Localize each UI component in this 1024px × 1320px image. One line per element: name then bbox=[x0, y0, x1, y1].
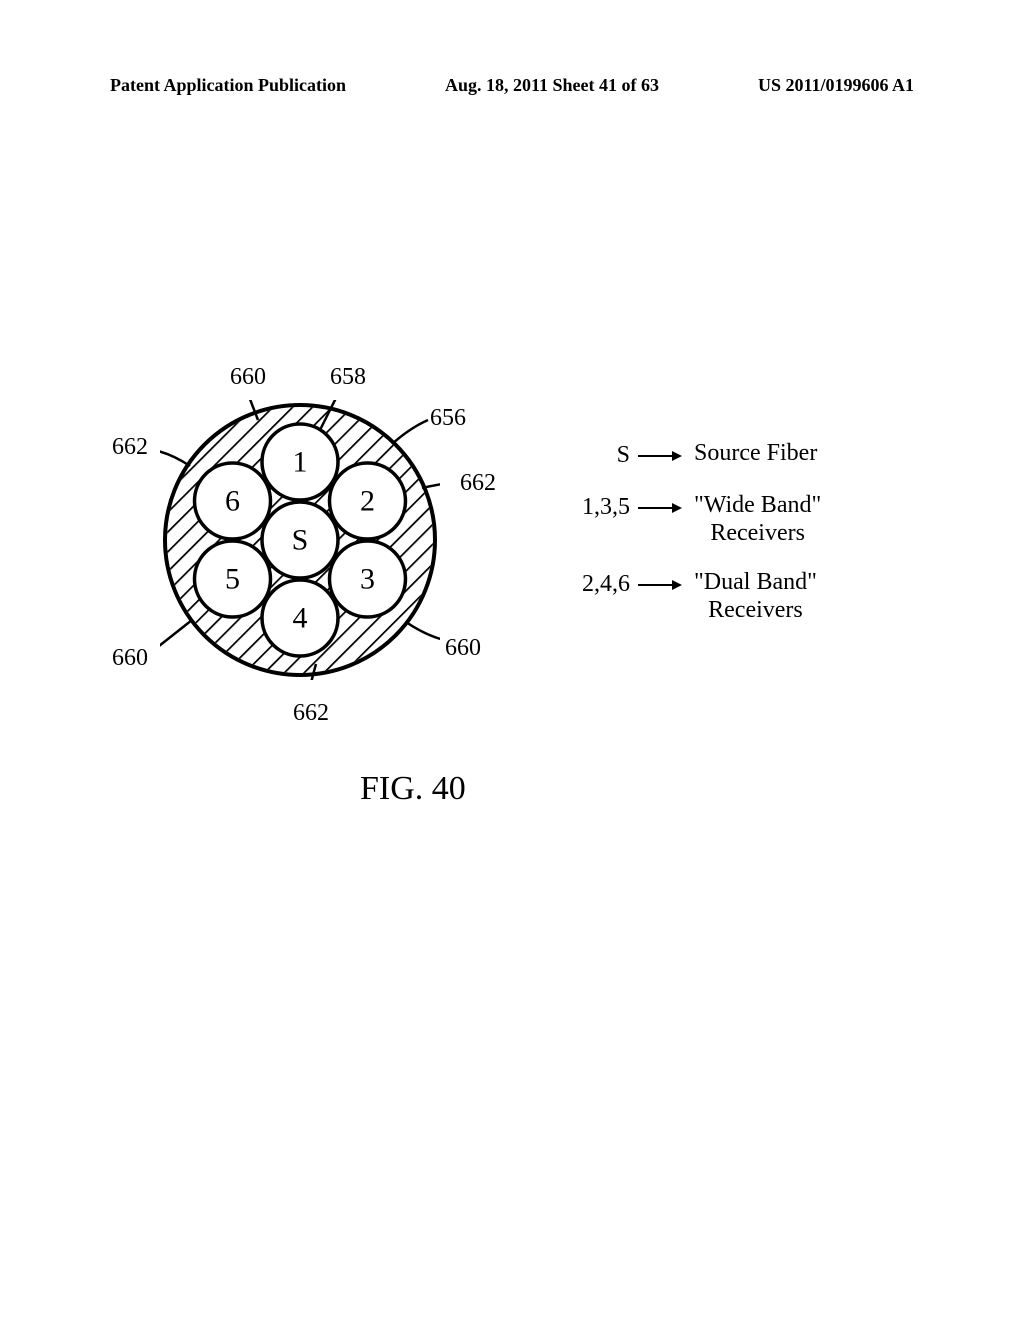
fiber-label-3: 3 bbox=[360, 563, 375, 596]
fiber-label-1: 1 bbox=[293, 446, 308, 479]
ref-label-660-bl: 660 bbox=[112, 645, 148, 672]
ref-label-660-tl: 660 bbox=[230, 364, 266, 391]
diagram-svg: S 1 2 3 4 5 6 bbox=[160, 400, 440, 680]
fiber-label-4: 4 bbox=[293, 602, 308, 635]
fiber-diagram: S 1 2 3 4 5 6 bbox=[160, 400, 440, 680]
legend-key: 2,4,6 bbox=[570, 569, 630, 598]
header-left: Patent Application Publication bbox=[110, 75, 346, 96]
page-header: Patent Application Publication Aug. 18, … bbox=[0, 75, 1024, 96]
ref-label-662-r: 662 bbox=[460, 470, 496, 497]
ref-label-658: 658 bbox=[330, 364, 366, 391]
diagram-wrap: 660 658 656 662 662 660 660 662 bbox=[160, 400, 440, 680]
legend: S Source Fiber 1,3,5 "Wide Band" Receive… bbox=[570, 440, 821, 646]
fiber-label-center: S bbox=[292, 524, 309, 557]
fiber-label-6: 6 bbox=[225, 485, 240, 518]
header-right: US 2011/0199606 A1 bbox=[758, 75, 914, 96]
legend-key: S bbox=[570, 440, 630, 469]
arrow-icon bbox=[638, 440, 682, 470]
legend-row: S Source Fiber bbox=[570, 440, 821, 470]
arrow-icon bbox=[638, 492, 682, 522]
fiber-label-5: 5 bbox=[225, 563, 240, 596]
figure-caption: FIG. 40 bbox=[360, 770, 466, 808]
legend-row: 2,4,6 "Dual Band" Receivers bbox=[570, 569, 821, 624]
fiber-label-2: 2 bbox=[360, 485, 375, 518]
header-center: Aug. 18, 2011 Sheet 41 of 63 bbox=[445, 75, 659, 96]
ref-label-660-br: 660 bbox=[445, 635, 481, 662]
ref-label-662-b: 662 bbox=[293, 700, 329, 727]
legend-desc: Source Fiber bbox=[694, 440, 817, 468]
arrow-icon bbox=[638, 569, 682, 599]
legend-row: 1,3,5 "Wide Band" Receivers bbox=[570, 492, 821, 547]
legend-desc: "Dual Band" Receivers bbox=[694, 569, 817, 624]
ref-label-662-l: 662 bbox=[112, 434, 148, 461]
legend-key: 1,3,5 bbox=[570, 492, 630, 521]
legend-desc: "Wide Band" Receivers bbox=[694, 492, 821, 547]
